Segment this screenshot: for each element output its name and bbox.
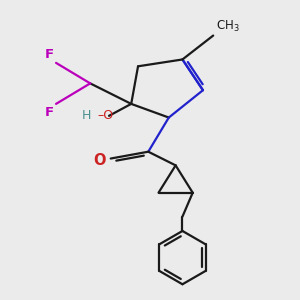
Text: O: O [93,153,106,168]
Text: F: F [45,106,54,118]
Text: F: F [45,48,54,61]
Text: –O: –O [98,109,114,122]
Text: H: H [82,109,92,122]
Text: CH$_3$: CH$_3$ [216,19,240,34]
